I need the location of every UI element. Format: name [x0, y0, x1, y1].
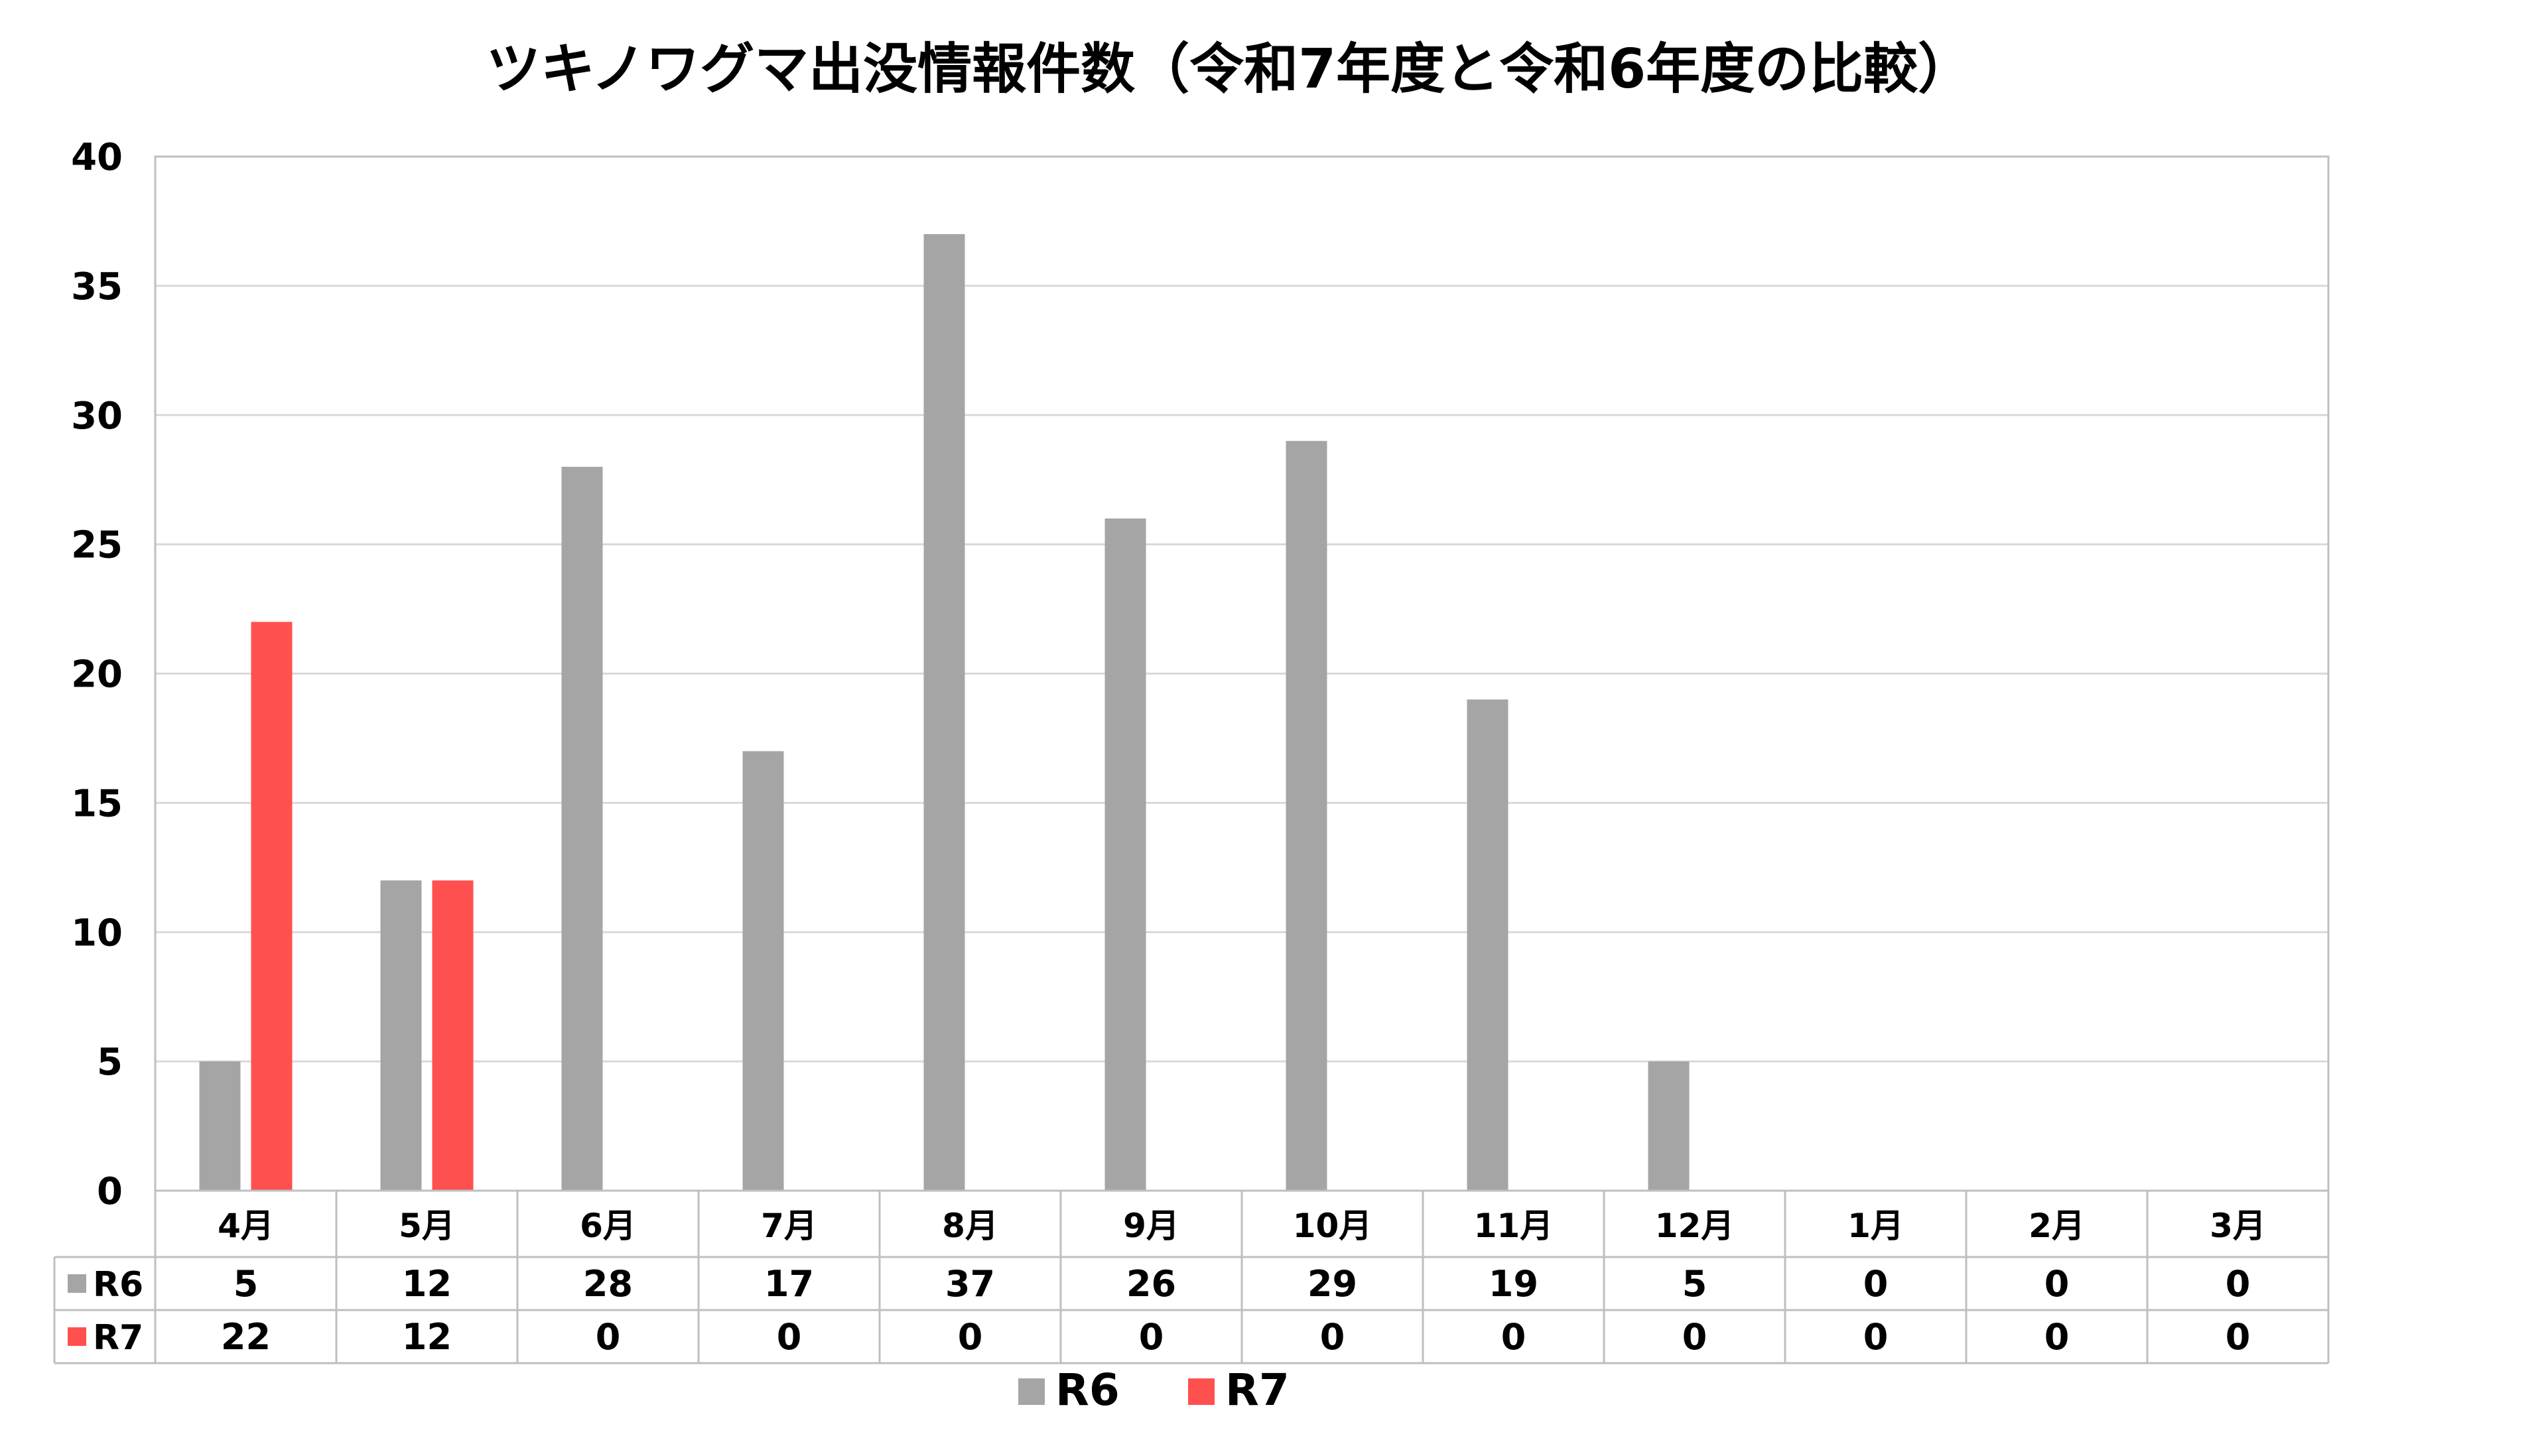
y-tick-label: 30: [71, 395, 123, 438]
bar-r6-7: [1286, 440, 1327, 1191]
table-value-r6: 0: [1863, 1263, 1889, 1305]
table-series-key-r6: [68, 1274, 86, 1293]
table-value-r7: 0: [777, 1316, 802, 1358]
bar-r7-2: [432, 880, 474, 1191]
y-axis-ticks: 0 5 10 15 20 25 30 35 40: [71, 136, 123, 1213]
table-value-r6: 26: [1126, 1263, 1176, 1305]
table-value-r6: 12: [402, 1263, 452, 1305]
table-value-r7: 0: [958, 1316, 983, 1358]
table-value-r6: 17: [764, 1263, 814, 1305]
bar-r6-6: [1104, 518, 1146, 1191]
bar-r6-5: [923, 233, 965, 1191]
category-label: 1月: [1847, 1207, 1904, 1245]
y-tick-label: 0: [97, 1170, 123, 1213]
bar-r7-1: [251, 622, 293, 1191]
legend-key-r6: [1018, 1378, 1045, 1405]
category-label: 10月: [1293, 1207, 1372, 1245]
category-label: 3月: [2210, 1207, 2266, 1245]
category-label: 9月: [1123, 1207, 1179, 1245]
gridlines: [154, 155, 2330, 1192]
category-label: 4月: [218, 1207, 274, 1245]
y-tick-label: 35: [71, 265, 123, 308]
chart-title: ツキノワグマ出没情報件数（令和7年度と令和6年度の比較）: [486, 38, 1972, 101]
table-value-r7: 0: [1863, 1316, 1889, 1358]
table-value-r7: 0: [1501, 1316, 1526, 1358]
table-value-r7: 0: [1139, 1316, 1164, 1358]
bar-r6-2: [380, 880, 422, 1191]
bar-r6-4: [742, 751, 784, 1191]
table-value-r6: 5: [234, 1263, 259, 1305]
y-tick-label: 10: [71, 911, 123, 955]
table-value-r7: 12: [402, 1316, 452, 1358]
table-value-r6: 0: [2226, 1263, 2251, 1305]
table-value-r7: 0: [1682, 1316, 1707, 1358]
bar-r6-9: [1648, 1061, 1690, 1191]
table-series-key-r7: [68, 1327, 86, 1346]
bar-r6-1: [199, 1061, 241, 1191]
table-series-name: R6: [93, 1265, 143, 1305]
category-label: 11月: [1474, 1207, 1554, 1245]
category-label: 12月: [1655, 1207, 1735, 1245]
legend-label: R7: [1225, 1364, 1290, 1416]
table-value-r7: 0: [2226, 1316, 2251, 1358]
table-value-r6: 19: [1489, 1263, 1538, 1305]
bars: [199, 233, 1690, 1191]
table-value-r7: 0: [1320, 1316, 1345, 1358]
category-label: 5月: [399, 1207, 455, 1245]
legend-key-r7: [1188, 1378, 1215, 1405]
table-series-name: R7: [93, 1318, 143, 1358]
table-value-r7: 0: [596, 1316, 621, 1358]
table-value-r7: 22: [221, 1316, 271, 1358]
legend: R6 R7: [1018, 1364, 1290, 1416]
table-value-r6: 37: [945, 1263, 995, 1305]
table-value-r7: 0: [2044, 1316, 2070, 1358]
category-label: 2月: [2029, 1207, 2085, 1245]
table-value-r6: 0: [2044, 1263, 2070, 1305]
bar-r6-3: [561, 466, 603, 1191]
category-label: 7月: [761, 1207, 817, 1245]
y-tick-label: 25: [71, 524, 123, 567]
table-value-r6: 28: [583, 1263, 633, 1305]
category-label: 6月: [580, 1207, 636, 1245]
y-tick-label: 15: [71, 782, 123, 825]
y-tick-label: 5: [97, 1041, 123, 1084]
legend-label: R6: [1055, 1364, 1120, 1416]
y-tick-label: 20: [71, 653, 123, 696]
category-label: 8月: [942, 1207, 998, 1245]
data-table: 4月 5月 6月 7月 8月 9月 10月 11月 12月 1月 2月 3月 R6 5 12 28 17 37 26…: [53, 1189, 2330, 1364]
table-value-r6: 29: [1307, 1263, 1357, 1305]
table-value-r6: 5: [1682, 1263, 1707, 1305]
bar-r6-8: [1467, 699, 1508, 1191]
y-tick-label: 40: [71, 136, 123, 179]
